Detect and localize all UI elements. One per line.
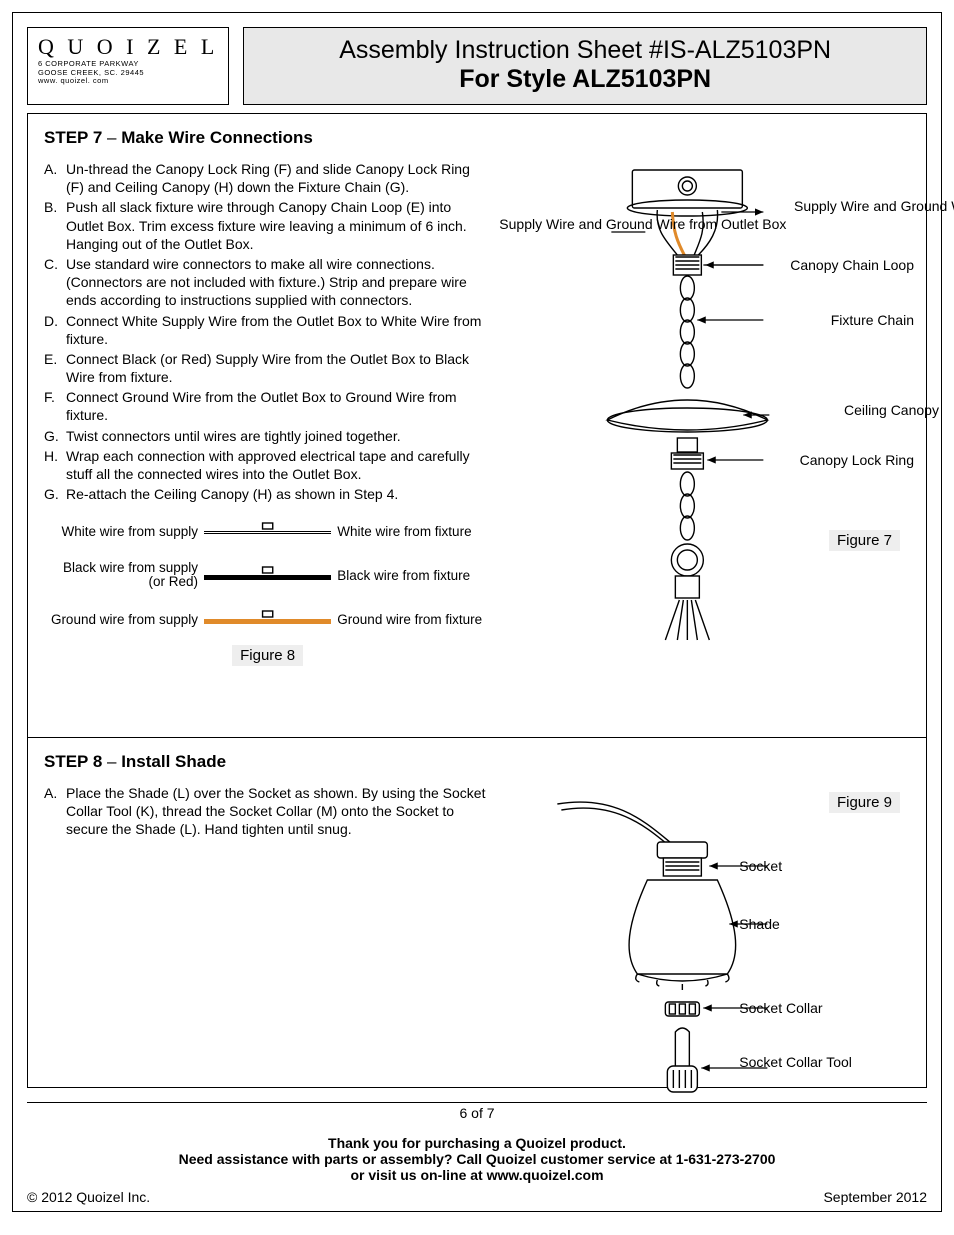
step7-dash: – [102,128,121,147]
call-socket-collar: Socket Collar [739,1000,822,1016]
step8-cols: A.Place the Shade (L) over the Socket as… [44,784,910,1124]
brand-box: Q U O I Z E L 6 CORPORATE PARKWAY GOOSE … [27,27,229,105]
call-socket-collar-tool: Socket Collar Tool [739,1054,849,1070]
call-shade: Shade [739,916,779,932]
figure-7: Supply Wire and Ground Wire from Outlet … [505,160,910,723]
call-supply-right: Supply Wire and Ground Wire [794,198,914,214]
call-lock-ring: Canopy Lock Ring [800,452,914,468]
step8-heading: STEP 8 – Install Shade [44,752,910,772]
list-item: C.Use standard wire connectors to make a… [44,255,491,310]
figure-9-svg [505,784,910,1124]
wire-right-1: Black wire from fixture [331,568,491,583]
call-fixture-chain: Fixture Chain [831,312,914,328]
list-text: Connect Black (or Red) Supply Wire from … [66,350,491,386]
wire-left-2: Ground wire from supply [44,612,204,627]
list-letter: G. [44,485,66,503]
figure-7-svg [505,160,910,720]
list-item: H.Wrap each connection with approved ele… [44,447,491,483]
header: Q U O I Z E L 6 CORPORATE PARKWAY GOOSE … [13,13,941,113]
figure-9: Figure 9 Socket Shade Socket Collar Sock… [505,784,910,1124]
wire-right-0: White wire from fixture [331,524,491,539]
list-letter: D. [44,312,66,348]
footer-copyright: © 2012 Quoizel Inc. [27,1189,150,1205]
divider [28,737,926,738]
list-item: D.Connect White Supply Wire from the Out… [44,312,491,348]
list-letter: A. [44,784,66,839]
list-text: Push all slack fixture wire through Cano… [66,198,491,253]
list-text: Wrap each connection with approved elect… [66,447,491,483]
list-item: G.Twist connectors until wires are tight… [44,427,491,445]
step7-num: STEP 7 [44,128,102,147]
figure-8: White wire from supply White wire from f… [44,509,491,709]
title-box: Assembly Instruction Sheet #IS-ALZ5103PN… [243,27,927,105]
step7-heading: STEP 7 – Make Wire Connections [44,128,910,148]
title-line1: Assembly Instruction Sheet #IS-ALZ5103PN [254,36,916,65]
step8-list: A.Place the Shade (L) over the Socket as… [44,784,491,839]
title-line2: For Style ALZ5103PN [254,65,916,94]
step8-left: A.Place the Shade (L) over the Socket as… [44,784,491,1124]
wire-left-0: White wire from supply [44,524,204,539]
list-letter: B. [44,198,66,253]
list-item: B.Push all slack fixture wire through Ca… [44,198,491,253]
list-text: Place the Shade (L) over the Socket as s… [66,784,491,839]
brand-site: www. quoizel. com [38,77,218,86]
figure-9-label: Figure 9 [829,792,900,813]
footer-visit: or visit us on-line at www.quoizel.com [27,1167,927,1183]
call-ceiling-canopy: Ceiling Canopy [844,402,914,418]
step7-cols: A.Un-thread the Canopy Lock Ring (F) and… [44,160,910,723]
wire-left-1: Black wire from supply (or Red) [44,561,204,591]
step8-dash: – [102,752,121,771]
step7-list: A.Un-thread the Canopy Lock Ring (F) and… [44,160,491,503]
list-letter: F. [44,388,66,424]
call-supply-left: Supply Wire and Ground Wire from Outlet … [499,216,609,232]
wire-right-2: Ground wire from fixture [331,612,491,627]
step8-title: Install Shade [121,752,226,771]
list-text: Use standard wire connectors to make all… [66,255,491,310]
brand-name: Q U O I Z E L [38,34,218,60]
list-letter: H. [44,447,66,483]
list-text: Twist connectors until wires are tightly… [66,427,401,445]
content: STEP 7 – Make Wire Connections A.Un-thre… [27,113,927,1088]
footer-date: September 2012 [823,1189,927,1205]
list-text: Connect Ground Wire from the Outlet Box … [66,388,491,424]
list-item: A.Un-thread the Canopy Lock Ring (F) and… [44,160,491,196]
list-item: E.Connect Black (or Red) Supply Wire fro… [44,350,491,386]
step7-left: A.Un-thread the Canopy Lock Ring (F) and… [44,160,491,723]
list-item: F.Connect Ground Wire from the Outlet Bo… [44,388,491,424]
list-letter: C. [44,255,66,310]
list-text: Un-thread the Canopy Lock Ring (F) and s… [66,160,491,196]
list-item: A.Place the Shade (L) over the Socket as… [44,784,491,839]
call-canopy-loop: Canopy Chain Loop [790,257,914,273]
list-text: Connect White Supply Wire from the Outle… [66,312,491,348]
list-letter: E. [44,350,66,386]
list-letter: G. [44,427,66,445]
list-letter: A. [44,160,66,196]
footer-thank: Thank you for purchasing a Quoizel produ… [27,1135,927,1151]
figure-7-label: Figure 7 [829,530,900,551]
step8-num: STEP 8 [44,752,102,771]
step7-title: Make Wire Connections [121,128,313,147]
footer-help: Need assistance with parts or assembly? … [27,1151,927,1167]
figure-8-label: Figure 8 [232,645,303,666]
page: Q U O I Z E L 6 CORPORATE PARKWAY GOOSE … [12,12,942,1212]
footer: Thank you for purchasing a Quoizel produ… [27,1135,927,1205]
call-socket: Socket [739,858,782,874]
